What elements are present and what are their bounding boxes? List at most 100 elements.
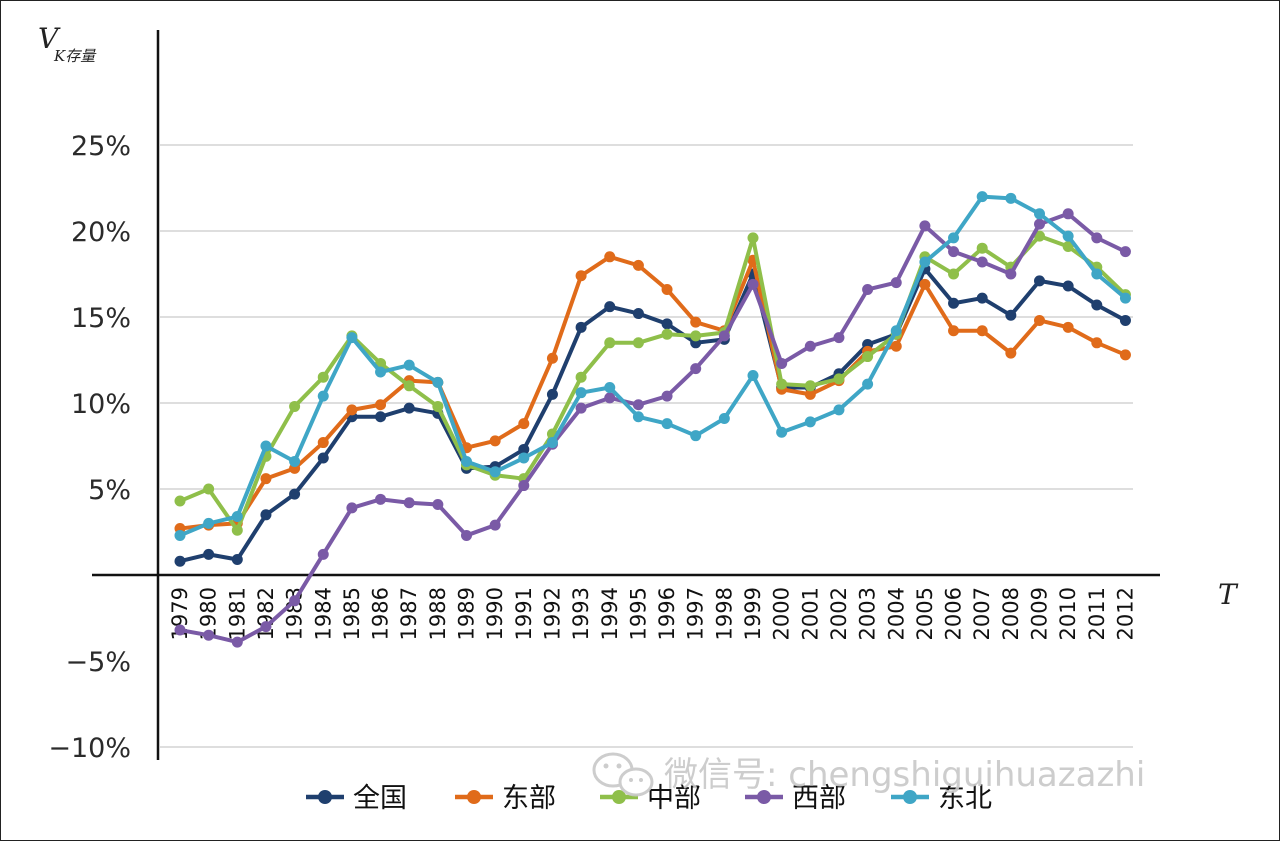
y-tick-label: 15% [71, 303, 131, 334]
data-point [1034, 208, 1045, 220]
x-tick-label: 2004 [884, 587, 908, 640]
data-point [461, 529, 472, 541]
x-tick-label: 1983 [283, 587, 307, 640]
data-point [518, 443, 530, 455]
data-point [489, 435, 501, 447]
data-point [260, 473, 272, 485]
data-point [1062, 208, 1074, 220]
data-point [1034, 218, 1045, 230]
x-tick-label: 2006 [942, 587, 966, 640]
y-tick-label: 20% [71, 217, 131, 248]
data-point [1119, 314, 1131, 326]
data-point [317, 437, 329, 449]
x-tick-label: 2005 [913, 587, 937, 640]
x-tick-label: 1997 [684, 587, 708, 640]
data-point [432, 400, 444, 412]
data-point [203, 548, 215, 560]
data-point [174, 529, 186, 541]
y-tick-labels: 25% 20% 15% 10% 5% −5% −10% [48, 131, 131, 764]
series-line [179, 194, 1127, 538]
x-axis-label: T [1218, 578, 1239, 611]
data-point [604, 392, 616, 404]
y-axis-label: V [38, 22, 61, 55]
x-tick-label: 2007 [970, 587, 994, 640]
data-point [632, 337, 644, 349]
data-point [718, 412, 730, 424]
data-point [375, 366, 387, 378]
x-tick-label: 1985 [340, 587, 364, 640]
legend-item: 东北 [891, 783, 992, 814]
data-point [317, 390, 329, 402]
data-point [575, 371, 587, 383]
y-tick-label: 10% [71, 389, 131, 420]
data-point [1034, 314, 1045, 326]
data-point [604, 337, 616, 349]
data-point [432, 498, 444, 510]
data-point [661, 328, 673, 340]
legend: 全国 东部 中部 西部 东北 [306, 783, 992, 814]
data-point [231, 636, 243, 648]
data-point [1119, 292, 1131, 304]
x-tick-label: 1981 [225, 587, 249, 640]
x-tick-label: 1999 [741, 587, 765, 640]
data-point [804, 388, 816, 400]
data-point [1062, 230, 1074, 242]
series-1 [174, 251, 1131, 535]
series-0 [174, 263, 1131, 567]
data-point [289, 488, 301, 500]
series-4 [174, 191, 1131, 541]
data-point [203, 517, 215, 529]
data-point [489, 466, 501, 478]
data-point [976, 191, 988, 203]
data-point [604, 301, 616, 313]
data-point [890, 325, 902, 337]
data-point [948, 268, 960, 280]
data-point [1034, 275, 1045, 287]
data-point [317, 452, 329, 464]
y-tick-label: 25% [71, 131, 131, 162]
data-point [375, 411, 387, 423]
data-point [403, 359, 415, 371]
data-point [346, 502, 358, 514]
data-point [804, 416, 816, 428]
x-tick-label: 1995 [626, 587, 650, 640]
data-point [1091, 337, 1103, 349]
series-line [179, 211, 1127, 645]
data-point [862, 351, 874, 363]
data-point [231, 524, 243, 536]
data-point [690, 330, 702, 342]
data-point [289, 455, 301, 467]
x-tick-label: 2011 [1085, 587, 1109, 640]
data-point [976, 242, 988, 254]
data-point [976, 292, 988, 304]
data-point [375, 493, 387, 505]
data-point [690, 316, 702, 328]
x-tick-label: 2012 [1113, 587, 1137, 640]
data-point [776, 426, 788, 438]
data-point [948, 232, 960, 244]
data-point [432, 376, 444, 388]
x-tick-label: 1988 [426, 587, 450, 640]
data-point [661, 390, 673, 402]
x-tick-label: 1993 [569, 587, 593, 640]
data-point [776, 357, 788, 369]
data-point [403, 380, 415, 392]
data-point [948, 325, 960, 337]
data-point [518, 452, 530, 464]
x-tick-label: 2002 [827, 587, 851, 640]
x-tick-label: 1998 [712, 587, 736, 640]
y-tick-label: −10% [48, 733, 131, 764]
axes [92, 30, 1160, 760]
data-point [632, 411, 644, 423]
data-point [461, 455, 472, 467]
data-point [403, 402, 415, 414]
data-point [1091, 299, 1103, 311]
data-point [1005, 268, 1017, 280]
legend-swatch-marker [467, 790, 481, 804]
data-point [575, 321, 587, 333]
data-point [346, 404, 358, 416]
data-point [804, 340, 816, 352]
data-point [833, 373, 845, 385]
data-point [919, 256, 931, 268]
